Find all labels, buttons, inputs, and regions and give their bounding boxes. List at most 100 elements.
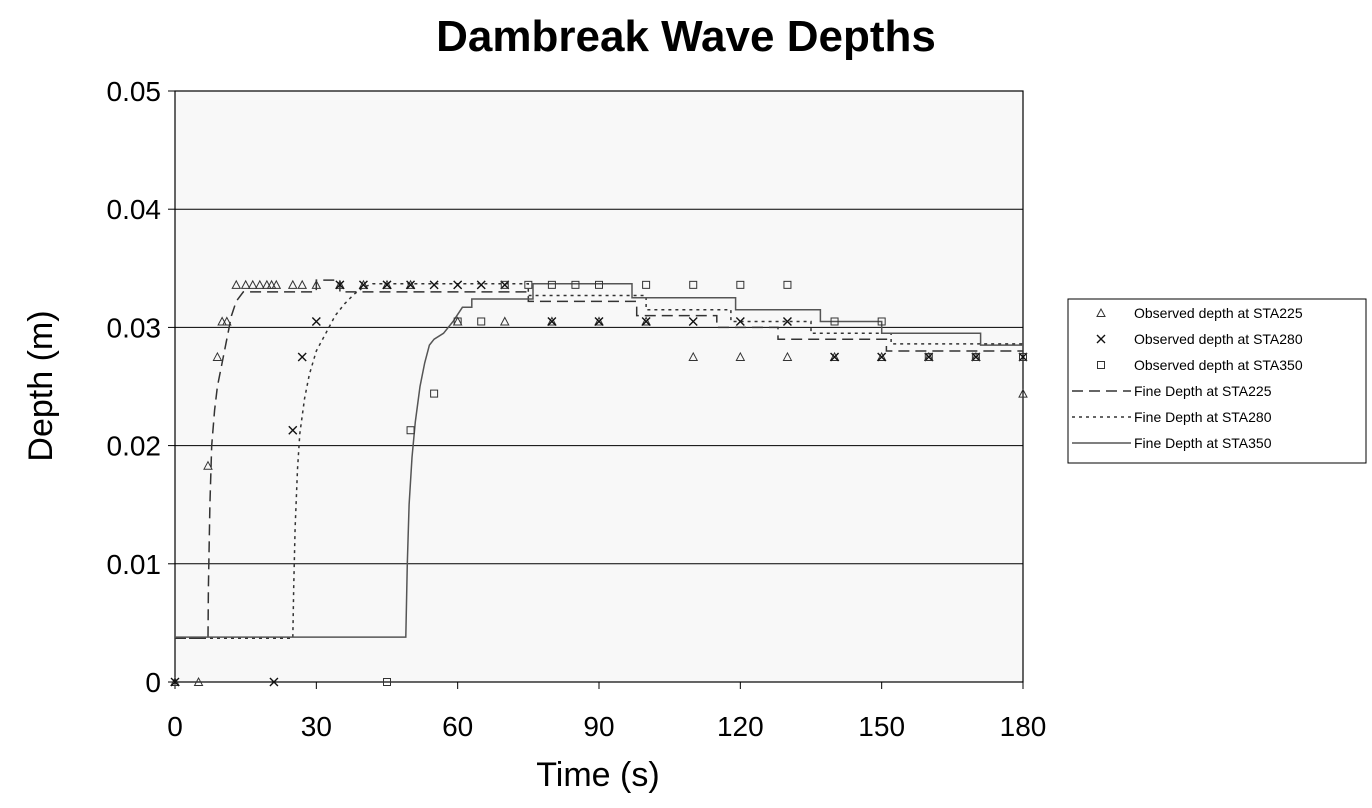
x-tick-label: 150 [858, 711, 905, 742]
line-series-2 [175, 282, 1023, 640]
y-tick-label: 0.05 [107, 76, 162, 107]
x-tick-label: 60 [442, 711, 473, 742]
x-tick-label: 30 [301, 711, 332, 742]
point-x [830, 352, 840, 362]
point-x [735, 316, 745, 326]
plot-area [174, 90, 1024, 683]
point-triangle [262, 279, 272, 289]
point-x [311, 316, 321, 326]
y-axis-label: Depth (m) [22, 310, 60, 461]
point-triangle [271, 279, 282, 289]
point-square [477, 317, 486, 326]
point-x [971, 352, 981, 362]
point-square [1019, 352, 1027, 361]
point-x [547, 316, 557, 326]
point-square [642, 280, 651, 289]
point-square [453, 317, 462, 326]
legend-label: Fine Depth at STA280 [1134, 409, 1272, 425]
point-x [288, 425, 298, 435]
point-triangle [221, 316, 232, 326]
point-x [335, 280, 345, 290]
point-triangle [382, 279, 392, 289]
x-tick-label: 180 [1000, 711, 1047, 742]
point-triangle [231, 279, 242, 289]
y-tick-label: 0.01 [107, 549, 162, 580]
point-square [971, 352, 980, 361]
legend-marker-x [1096, 334, 1106, 344]
y-tick-label: 0 [145, 667, 161, 698]
point-x [500, 280, 510, 290]
point-x [382, 280, 392, 290]
point-x [782, 316, 792, 326]
point-x [924, 352, 934, 362]
point-triangle [641, 316, 651, 326]
point-triangle [217, 316, 227, 326]
point-triangle [782, 351, 793, 361]
legend-marker-square [1097, 361, 1105, 369]
x-tick-label: 90 [583, 711, 614, 742]
y-tick-label: 0.02 [107, 431, 162, 462]
point-triangle [247, 279, 258, 289]
point-square [383, 678, 391, 686]
legend-box [1067, 298, 1367, 464]
point-triangle [203, 460, 213, 470]
point-x [1018, 352, 1028, 362]
point-square [571, 280, 580, 289]
point-square [595, 280, 603, 289]
point-triangle [1018, 388, 1028, 398]
point-square [830, 317, 839, 326]
point-x [688, 316, 698, 326]
point-triangle [297, 279, 308, 289]
legend-marker-triangle [1096, 307, 1106, 317]
point-square [877, 317, 886, 326]
y-tick-label: 0.03 [107, 312, 162, 343]
point-square [406, 426, 415, 435]
legend-label: Observed depth at STA225 [1134, 305, 1303, 321]
point-square [924, 352, 933, 361]
point-x [641, 316, 651, 326]
point-square [783, 280, 792, 289]
point-triangle [266, 279, 277, 289]
point-triangle [547, 316, 557, 326]
point-triangle [240, 279, 251, 289]
x-axis-label: Time (s) [536, 756, 659, 794]
point-square [547, 280, 556, 289]
point-square [500, 280, 509, 289]
point-x [877, 352, 887, 362]
point-triangle [170, 676, 180, 686]
point-square [430, 389, 439, 398]
point-triangle [735, 351, 746, 361]
point-triangle [829, 351, 840, 361]
legend-label: Fine Depth at STA225 [1134, 383, 1272, 399]
point-triangle [212, 351, 223, 361]
point-triangle [594, 316, 604, 326]
point-triangle [254, 279, 265, 289]
point-triangle [688, 351, 699, 361]
point-x [429, 280, 439, 290]
x-tick-label: 120 [717, 711, 764, 742]
point-x [269, 677, 279, 687]
point-x [453, 280, 463, 290]
chart-title: Dambreak Wave Depths [436, 12, 936, 61]
y-tick-label: 0.04 [107, 194, 162, 225]
legend-label: Fine Depth at STA350 [1134, 435, 1272, 451]
point-triangle [335, 279, 345, 289]
point-square [736, 280, 745, 289]
point-x [297, 352, 307, 362]
point-x [358, 280, 368, 290]
point-triangle [358, 279, 369, 289]
point-triangle [405, 279, 416, 289]
point-x [594, 316, 604, 326]
point-square [524, 280, 533, 289]
x-tick-label: 0 [167, 711, 183, 742]
point-x [406, 280, 416, 290]
point-x [170, 677, 180, 687]
point-x [476, 280, 486, 290]
legend-label: Observed depth at STA280 [1134, 331, 1303, 347]
point-triangle [193, 676, 204, 686]
point-triangle [311, 279, 322, 289]
point-triangle [876, 351, 887, 361]
line-series-3 [175, 282, 1023, 638]
